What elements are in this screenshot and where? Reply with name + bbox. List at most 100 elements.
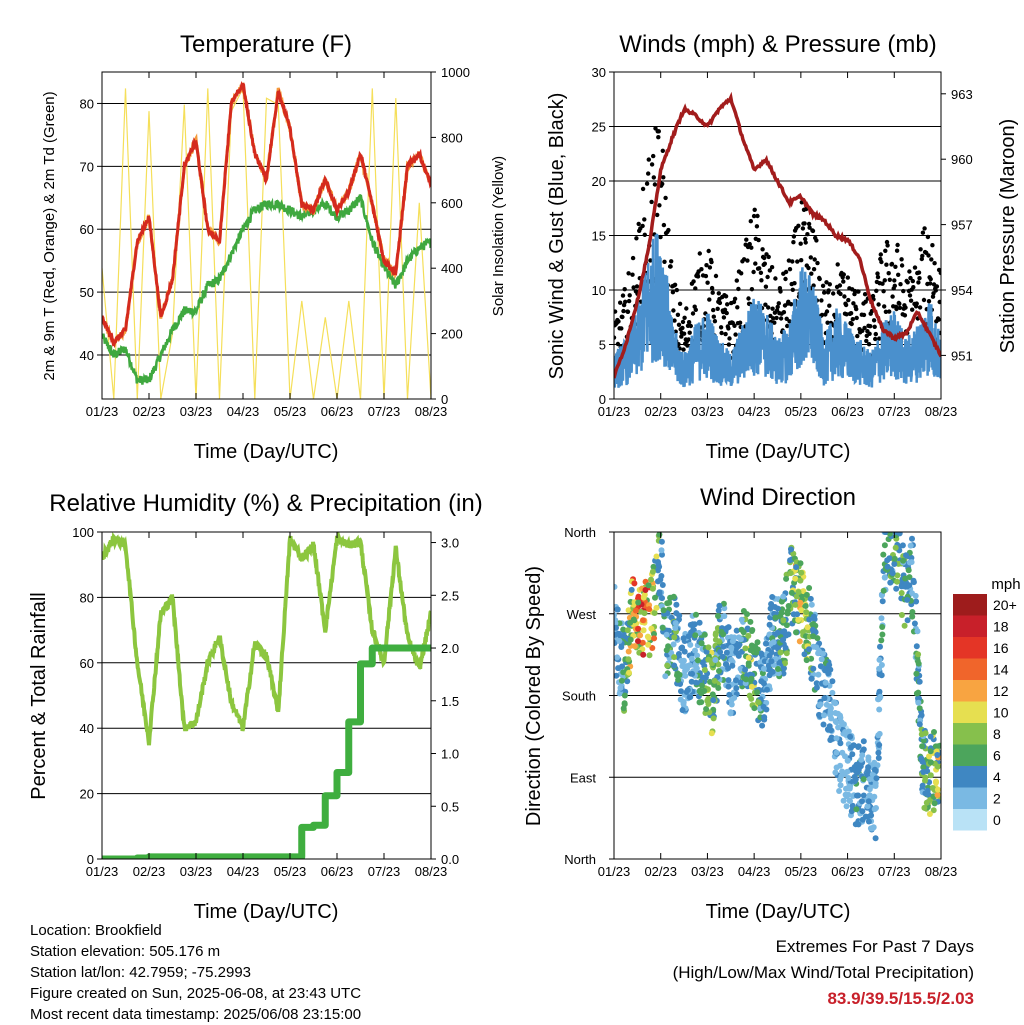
direction-point	[774, 629, 781, 636]
direction-point	[860, 776, 867, 783]
direction-point	[620, 705, 627, 712]
direction-point	[914, 628, 921, 635]
direction-point	[712, 631, 719, 638]
gust-point	[648, 258, 653, 263]
legend-swatch	[953, 680, 987, 702]
direction-point	[725, 683, 732, 690]
speed-legend: mph 20+ 18 16 14 12 10 8 6 4 2 0	[953, 576, 1021, 831]
gust-point	[817, 276, 822, 282]
gust-point	[751, 269, 756, 275]
direction-panel: Wind Direction NorthEastSouthWestNorth01…	[523, 484, 1021, 923]
direction-point	[878, 592, 885, 599]
x-tick-label: 02/23	[644, 864, 677, 879]
direction-point	[845, 775, 852, 781]
gust-point	[726, 326, 731, 331]
direction-point	[782, 660, 788, 667]
direction-point	[763, 706, 770, 713]
gust-point	[933, 288, 938, 293]
gust-point	[765, 274, 770, 280]
direction-point	[788, 589, 795, 596]
gust-point	[688, 323, 693, 329]
winds-ylabel-left: Sonic Wind & Gust (Blue, Black)	[546, 93, 568, 380]
direction-point	[680, 635, 687, 642]
direction-point	[871, 759, 878, 766]
temperature-9m-line	[102, 82, 431, 345]
y-tick-label: North	[564, 852, 596, 867]
direction-point	[725, 624, 732, 631]
direction-point	[790, 550, 797, 557]
gust-point	[917, 276, 922, 281]
direction-point	[635, 625, 642, 632]
gust-point	[928, 281, 933, 286]
gust-point	[755, 213, 760, 219]
direction-point	[865, 818, 872, 825]
x-tick-label: 04/23	[227, 864, 260, 879]
gust-point	[762, 261, 767, 266]
extremes-values: 83.9/39.5/15.5/2.03	[827, 989, 974, 1008]
gust-point	[707, 297, 712, 302]
direction-point	[631, 580, 638, 587]
gust-point	[661, 222, 667, 228]
direction-point	[876, 656, 883, 663]
gust-point	[792, 281, 797, 286]
x-tick-label: 05/23	[785, 864, 818, 879]
gust-point	[835, 262, 840, 267]
direction-point	[716, 602, 723, 609]
gust-point	[616, 319, 621, 324]
direction-point	[915, 651, 922, 658]
gust-point	[862, 292, 868, 297]
y2-tick-label: 800	[441, 130, 463, 145]
direction-point	[886, 555, 893, 562]
direction-point	[783, 575, 790, 582]
gust-point	[790, 259, 795, 264]
gust-point	[680, 319, 686, 325]
direction-point	[860, 792, 867, 799]
direction-point	[745, 632, 752, 639]
direction-point	[766, 652, 773, 659]
gust-point	[642, 217, 647, 222]
direction-point	[801, 651, 808, 658]
direction-point	[785, 631, 792, 638]
gust-point	[899, 257, 904, 262]
direction-point	[754, 689, 761, 696]
gust-point	[773, 276, 778, 281]
gust-point	[861, 312, 867, 318]
gust-point	[785, 323, 790, 329]
direction-point	[729, 638, 736, 645]
gust-point	[922, 226, 927, 231]
gust-point	[841, 279, 846, 284]
direction-point	[811, 613, 817, 620]
gust-point	[630, 272, 635, 277]
speed-legend-title: mph	[991, 576, 1020, 593]
direction-point	[645, 582, 652, 589]
direction-point	[787, 557, 794, 564]
direction-point	[715, 607, 722, 614]
direction-point	[880, 551, 887, 558]
gust-point	[622, 287, 627, 292]
direction-point	[827, 703, 833, 710]
direction-point	[678, 657, 685, 664]
gust-point	[897, 305, 903, 310]
sonic-wind-line	[614, 233, 941, 388]
direction-point	[833, 764, 840, 771]
y2-tick-label: 3.0	[441, 536, 459, 551]
gust-point	[842, 294, 847, 299]
direction-point	[656, 590, 663, 597]
station-info: Location: Brookfield Station elevation: …	[30, 920, 361, 1025]
y-tick-label: 15	[592, 229, 606, 244]
direction-point	[625, 648, 632, 655]
direction-point	[919, 743, 926, 750]
direction-point	[621, 700, 628, 707]
direction-point	[833, 719, 840, 726]
gust-point	[901, 288, 906, 294]
direction-point	[901, 622, 908, 629]
direction-point	[745, 654, 752, 661]
direction-point	[701, 687, 708, 694]
direction-point	[927, 759, 934, 766]
direction-point	[895, 560, 902, 567]
y2-tick-label: 0.5	[441, 799, 459, 814]
direction-point	[899, 542, 906, 549]
gust-point	[732, 296, 738, 301]
gust-point	[656, 135, 661, 140]
y-tick-label: 0	[599, 392, 606, 407]
